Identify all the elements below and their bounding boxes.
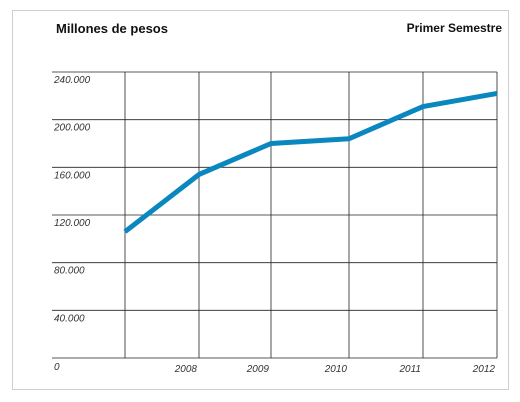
- x-axis-ticks: 2008 2009 2010 2011 2012: [174, 364, 496, 375]
- x-tick-label: 2011: [398, 364, 421, 375]
- y-tick-label: 80.000: [54, 266, 85, 277]
- chart-title: Millones de pesos: [56, 21, 168, 36]
- origin-label: 0: [54, 362, 60, 373]
- grid: [52, 71, 498, 359]
- y-tick-label: 240.000: [53, 75, 91, 86]
- series: [123, 90, 498, 234]
- y-tick-label: 160.000: [54, 170, 91, 181]
- y-axis-ticks: 240.000 200.000 160.000 120.000 80.000 40.000…: [53, 75, 91, 373]
- x-tick-label: 2012: [472, 364, 496, 375]
- chart-subtitle: Primer Semestre: [406, 21, 502, 35]
- y-tick-label: 40.000: [54, 313, 85, 324]
- x-tick-label: 2009: [246, 364, 270, 375]
- x-tick-label: 2008: [174, 364, 198, 375]
- x-tick-label: 2010: [324, 364, 348, 375]
- chart-frame: [12, 10, 509, 390]
- series-line: [123, 90, 498, 234]
- y-tick-label: 120.000: [54, 218, 91, 229]
- y-tick-label: 200.000: [53, 123, 91, 134]
